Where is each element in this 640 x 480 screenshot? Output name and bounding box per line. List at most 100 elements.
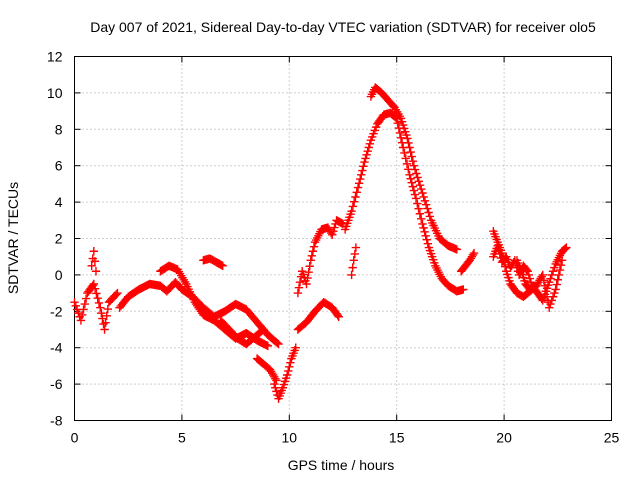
data-point <box>407 152 416 161</box>
data-point <box>401 127 410 136</box>
data-point <box>363 146 372 156</box>
data-point <box>412 169 421 178</box>
x-tick-label: 0 <box>71 430 79 446</box>
x-tick-labels: 0 5 10 15 20 25 <box>71 430 620 446</box>
data-point <box>369 129 378 138</box>
data-point <box>561 244 570 253</box>
data-point <box>393 119 402 128</box>
data-point <box>395 128 405 138</box>
data-point <box>419 192 428 202</box>
x-tick-label: 25 <box>604 430 620 446</box>
data-point <box>351 192 360 202</box>
data-point <box>529 281 539 291</box>
data-point <box>347 207 356 216</box>
data-point <box>295 277 305 287</box>
data-point <box>416 214 426 224</box>
data-point <box>413 199 422 208</box>
data-point <box>497 248 507 258</box>
data-point <box>307 251 317 260</box>
data-point <box>355 174 365 184</box>
x-tick-label: 15 <box>389 430 405 446</box>
y-tick-label: 12 <box>47 49 63 65</box>
data-point <box>498 253 508 262</box>
data-point <box>80 299 90 309</box>
data-point <box>548 292 558 301</box>
data-point <box>305 262 314 271</box>
data-point <box>349 256 358 265</box>
data-point <box>546 299 555 309</box>
data-point <box>541 287 551 296</box>
data-point <box>362 150 371 159</box>
data-point <box>304 267 313 277</box>
series-track-b <box>87 247 101 276</box>
series-track-i <box>270 343 300 403</box>
data-point <box>272 387 281 396</box>
data-point <box>96 303 105 312</box>
data-point <box>364 143 373 152</box>
data-point <box>401 154 410 163</box>
series-track-m <box>366 83 462 254</box>
series-track-r <box>512 256 539 294</box>
data-point <box>93 293 102 303</box>
data-point <box>342 222 351 231</box>
data-point <box>345 213 354 222</box>
data-point <box>89 247 99 256</box>
tick-marks <box>74 56 612 421</box>
data-point <box>429 255 438 264</box>
data-point <box>528 282 538 291</box>
data-point <box>420 227 429 237</box>
data-point <box>408 156 418 166</box>
data-point <box>555 265 565 275</box>
data-point <box>425 212 435 221</box>
data-point <box>403 134 412 143</box>
data-point <box>413 173 422 182</box>
data-point <box>556 260 566 270</box>
data-point <box>402 159 412 169</box>
data-point <box>358 166 367 175</box>
data-point <box>361 154 370 163</box>
data-point <box>94 298 104 308</box>
data-point <box>553 275 562 284</box>
data-point <box>554 270 564 280</box>
data-point <box>271 383 280 392</box>
data-point <box>371 122 381 132</box>
data-point <box>330 223 339 232</box>
data-point <box>421 231 430 240</box>
data-point <box>218 261 227 270</box>
data-point <box>329 227 338 236</box>
series-track-k <box>293 298 343 334</box>
series-track-h <box>252 354 281 385</box>
data-point <box>347 270 356 280</box>
data-point <box>90 257 100 266</box>
data-point <box>562 243 571 252</box>
data-point <box>402 130 411 140</box>
data-point <box>415 181 425 190</box>
y-tick-label: 4 <box>55 194 63 210</box>
data-point <box>334 312 343 321</box>
data-points <box>70 83 571 403</box>
series-track-j <box>293 216 348 298</box>
y-tick-label: 10 <box>47 85 63 101</box>
data-point <box>502 267 511 276</box>
data-point <box>328 230 337 240</box>
data-point <box>418 188 427 198</box>
data-point <box>400 124 409 133</box>
data-point <box>102 311 111 321</box>
data-point <box>348 263 357 272</box>
data-point <box>414 177 423 186</box>
data-point <box>280 377 290 386</box>
chart-title: Day 007 of 2021, Sidereal Day-to-day VTE… <box>90 19 596 35</box>
data-point <box>263 341 273 351</box>
data-point <box>309 242 319 251</box>
data-point <box>404 138 413 148</box>
data-point <box>406 174 415 183</box>
data-point <box>351 243 361 252</box>
data-point <box>459 285 468 294</box>
data-point <box>278 383 288 392</box>
data-point <box>503 270 512 279</box>
data-point <box>98 314 107 323</box>
data-point <box>405 143 414 152</box>
y-tick-label: 2 <box>55 231 63 247</box>
y-tick-label: -4 <box>50 340 63 356</box>
data-point <box>539 276 549 285</box>
